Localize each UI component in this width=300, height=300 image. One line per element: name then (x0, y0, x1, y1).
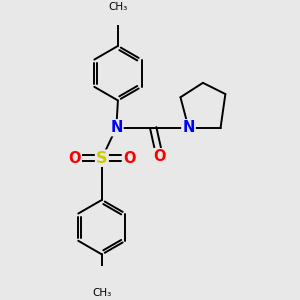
Text: CH₃: CH₃ (92, 288, 112, 298)
Text: CH₃: CH₃ (108, 2, 128, 12)
Text: S: S (96, 151, 108, 166)
Text: O: O (153, 149, 166, 164)
Text: O: O (68, 151, 81, 166)
Text: N: N (182, 120, 195, 135)
Text: O: O (123, 151, 135, 166)
Text: N: N (110, 120, 122, 135)
